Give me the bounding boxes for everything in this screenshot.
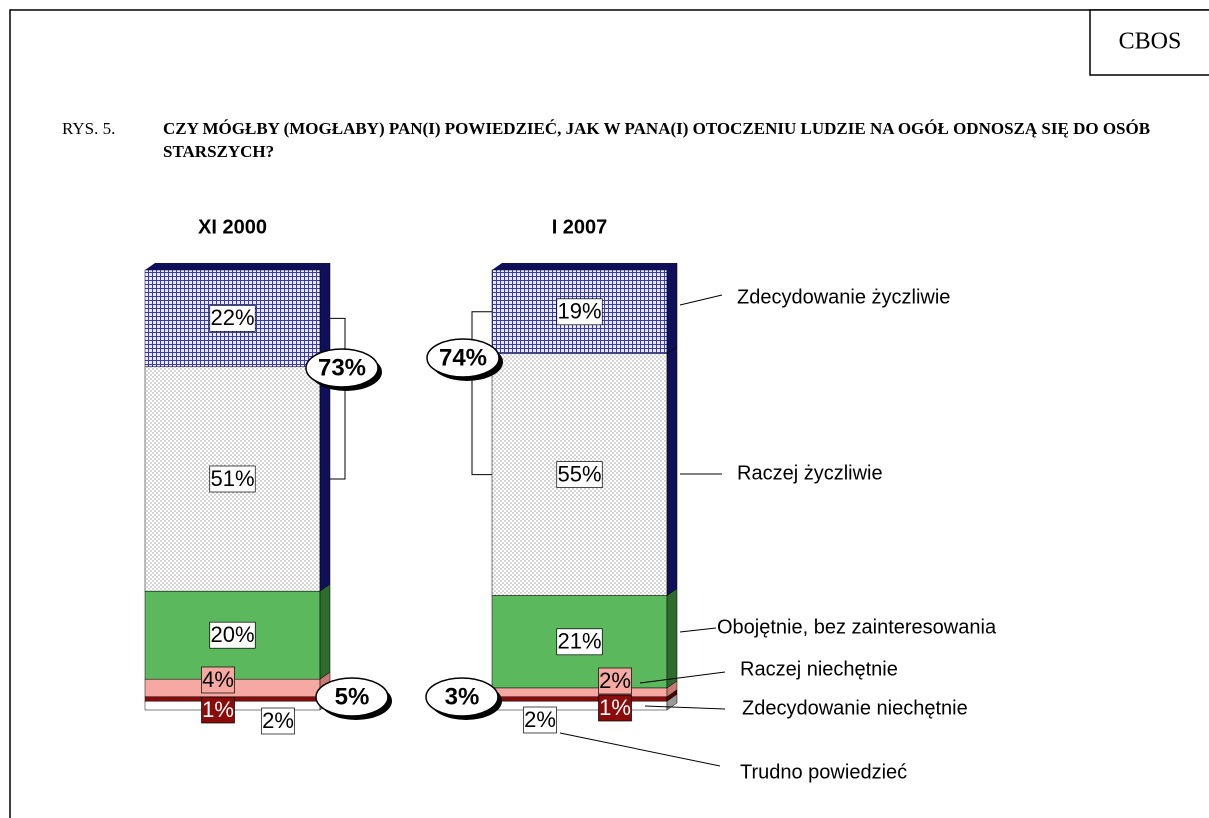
category-label: XI 2000 [198,216,267,238]
value-label: 22% [210,305,254,330]
value-label: 1% [599,695,631,720]
summary-label: 5% [335,683,370,710]
chart-title: CZY MÓGŁBY (MOGŁABY) PAN(I) POWIEDZIEĆ, … [163,119,1151,161]
bar-segment [491,700,668,711]
value-label: 19% [557,299,601,324]
value-label: 20% [210,622,254,647]
value-label-box [261,707,295,735]
summary-ellipse [425,677,499,717]
value-label: 1% [202,697,234,722]
value-label: 55% [557,461,601,486]
bracket [471,311,492,476]
leader-line [679,627,717,633]
value-label-box [201,666,235,694]
summary-ellipse [426,338,500,378]
value-label-box [598,694,632,722]
source: CBOS [1119,29,1182,55]
legend-label: Trudno powiedzieć [740,761,907,783]
summary-ellipse [305,348,379,388]
frame [9,9,1209,818]
source-box [1089,9,1209,76]
value-label: 2% [599,668,631,693]
bracket [330,317,346,480]
bar-side [666,588,678,689]
legend-label: Raczej niechętnie [740,658,898,680]
bar-side [666,262,678,355]
summary-label: 3% [445,683,480,710]
bar-side [319,583,331,680]
legend-label: Zdecydowanie życzliwie [737,286,950,308]
value-label-box [201,696,235,724]
bar-top [145,263,330,270]
value-label-box [209,305,256,332]
summary-label: 74% [439,344,487,371]
value-label-box [523,706,557,734]
leader-line [679,294,723,306]
leader-line [559,732,721,767]
value-label-box [209,465,256,493]
legend-label: Raczej życzliwie [737,462,883,484]
bar-side [319,359,331,592]
value-label-box [556,298,603,326]
legend-label: Obojętnie, bez zainteresowania [717,616,997,638]
leader-line [639,671,726,684]
legend-label: Zdecydowanie niechętnie [742,697,968,719]
bar-segment [491,696,668,702]
value-label-box [556,461,603,488]
value-label-box [598,667,632,695]
value-label: 2% [262,708,294,733]
leader-line [644,705,726,710]
bar-side [666,346,678,597]
value-label-box [556,628,603,656]
value-label-box [209,621,256,649]
summary-label: 73% [318,354,366,381]
value-label: 51% [210,466,254,491]
value-label: 4% [202,667,234,692]
value-label: 21% [557,629,601,654]
bar-top [492,263,677,270]
summary-ellipse [315,677,389,717]
bar-segment [491,687,668,698]
category-label: I 2007 [552,216,608,238]
value-label: 2% [524,707,556,732]
figure-label: RYS. 5. [62,119,116,138]
